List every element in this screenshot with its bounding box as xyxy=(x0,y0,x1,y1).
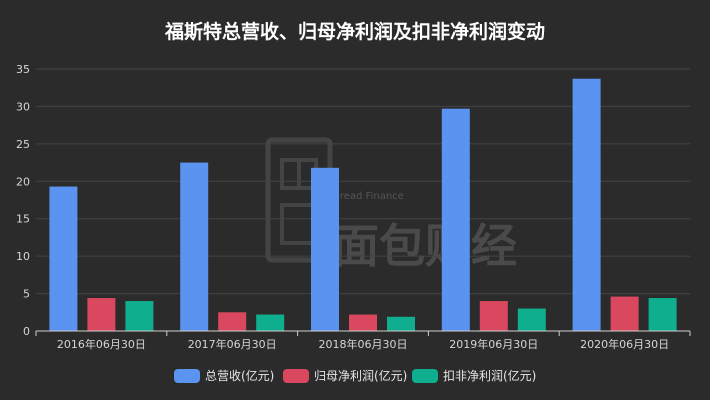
bar xyxy=(125,301,154,331)
x-tick-label: 2016年06月30日 xyxy=(57,337,146,351)
legend-label: 归母净利润(亿元) xyxy=(314,368,407,383)
legend: 总营收(亿元) 归母净利润(亿元) 扣非净利润(亿元) xyxy=(174,368,536,383)
legend-swatch xyxy=(412,369,438,383)
y-tick-label: 10 xyxy=(16,250,30,263)
y-tick-label: 25 xyxy=(16,138,30,151)
chart-title: 福斯特总营收、归母净利润及扣非净利润变动 xyxy=(164,20,545,43)
bar xyxy=(349,314,377,331)
x-tick-label: 2019年06月30日 xyxy=(449,337,538,351)
legend-label: 扣非净利润(亿元) xyxy=(443,368,536,383)
y-tick-label: 35 xyxy=(16,63,30,76)
watermark-brand-text: Bread Finance xyxy=(333,191,404,202)
bar xyxy=(87,298,116,331)
bar xyxy=(479,301,508,331)
bar xyxy=(256,314,285,331)
y-tick-label: 20 xyxy=(16,175,30,188)
watermark-logo-text: 面包财经 xyxy=(333,219,517,273)
y-tick-label: 30 xyxy=(16,100,30,113)
bar xyxy=(180,162,209,331)
legend-swatch xyxy=(283,369,309,383)
bar xyxy=(49,186,78,331)
bar xyxy=(218,312,247,331)
bar xyxy=(387,316,415,331)
x-tick-label: 2020年06月30日 xyxy=(580,337,669,351)
bars-layer xyxy=(49,78,677,331)
bar xyxy=(610,296,639,331)
legend-label: 总营收(亿元) xyxy=(205,368,274,383)
x-tick-label: 2017年06月30日 xyxy=(188,337,277,351)
legend-item[interactable]: 扣非净利润(亿元) xyxy=(412,368,536,383)
y-tick-label: 5 xyxy=(23,288,30,301)
axis-layer: 0 5 10 15 20 25 30 35 2016年06月30日 2017年06月30日 2018… xyxy=(16,63,691,351)
bar xyxy=(441,108,470,331)
y-tick-label: 15 xyxy=(16,213,30,226)
bar xyxy=(648,298,677,331)
legend-item[interactable]: 归母净利润(亿元) xyxy=(283,368,407,383)
x-tick-label: 2018年06月30日 xyxy=(319,337,408,351)
legend-swatch xyxy=(174,369,200,383)
bar xyxy=(311,167,339,331)
bar xyxy=(572,78,601,331)
bar xyxy=(517,308,546,331)
y-tick-label: 0 xyxy=(23,325,30,338)
legend-item[interactable]: 总营收(亿元) xyxy=(174,368,274,383)
